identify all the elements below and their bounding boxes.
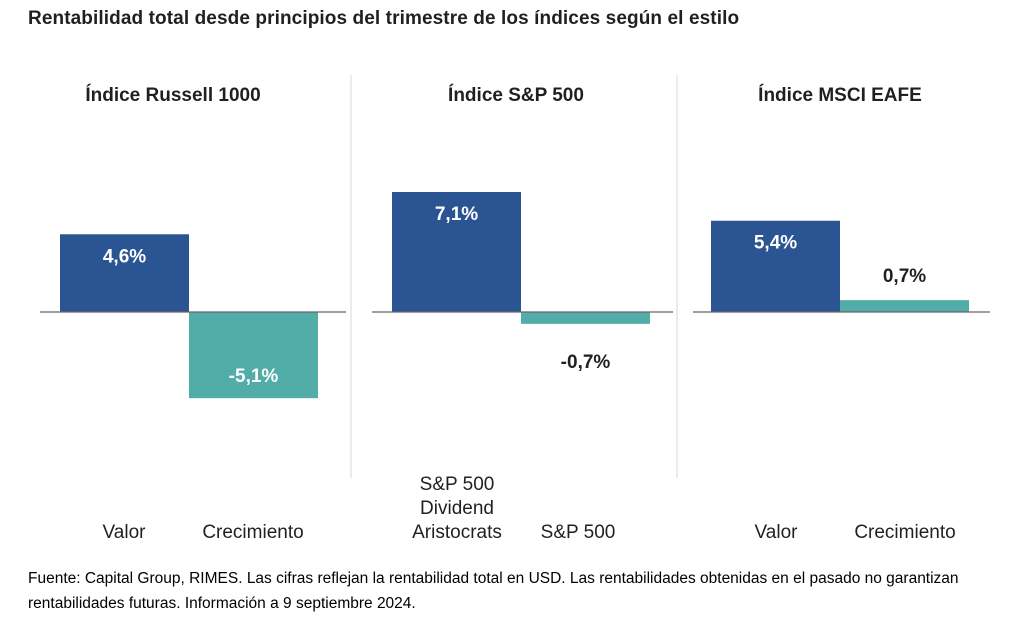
bar-3-2 [840, 300, 969, 312]
category-label-2-1-1: S&P 500 [420, 474, 495, 495]
category-label-2-1-2: Dividend [420, 498, 494, 519]
category-label-2-2-1: S&P 500 [541, 522, 616, 543]
bar-1-2 [189, 312, 318, 399]
source-note: Fuente: Capital Group, RIMES. Las cifras… [28, 570, 959, 612]
bar-3-1 [711, 220, 840, 312]
category-label-1-2-1: Crecimiento [202, 522, 303, 543]
panel-title-3: Índice MSCI EAFE [758, 84, 922, 106]
value-label-3-1: 5,4% [754, 233, 797, 254]
value-label-1-2: -5,1% [229, 366, 279, 387]
category-label-3-2-1: Crecimiento [854, 522, 955, 543]
bar-2-1 [392, 192, 521, 312]
panel-title-2: Índice S&P 500 [448, 84, 584, 106]
category-label-1-1-1: Valor [103, 522, 147, 543]
category-label-2-1-3: Aristocrats [412, 522, 502, 543]
value-label-2-2: -0,7% [561, 352, 611, 373]
bar-2-2 [521, 312, 650, 324]
chart-title: Rentabilidad total desde principios del … [28, 8, 740, 29]
category-label-3-1-1: Valor [755, 522, 799, 543]
value-label-3-2: 0,7% [883, 266, 926, 287]
value-label-2-1: 7,1% [435, 204, 478, 225]
value-label-1-1: 4,6% [103, 246, 146, 267]
bar-1-1 [60, 234, 189, 312]
panel-title-1: Índice Russell 1000 [85, 84, 260, 106]
